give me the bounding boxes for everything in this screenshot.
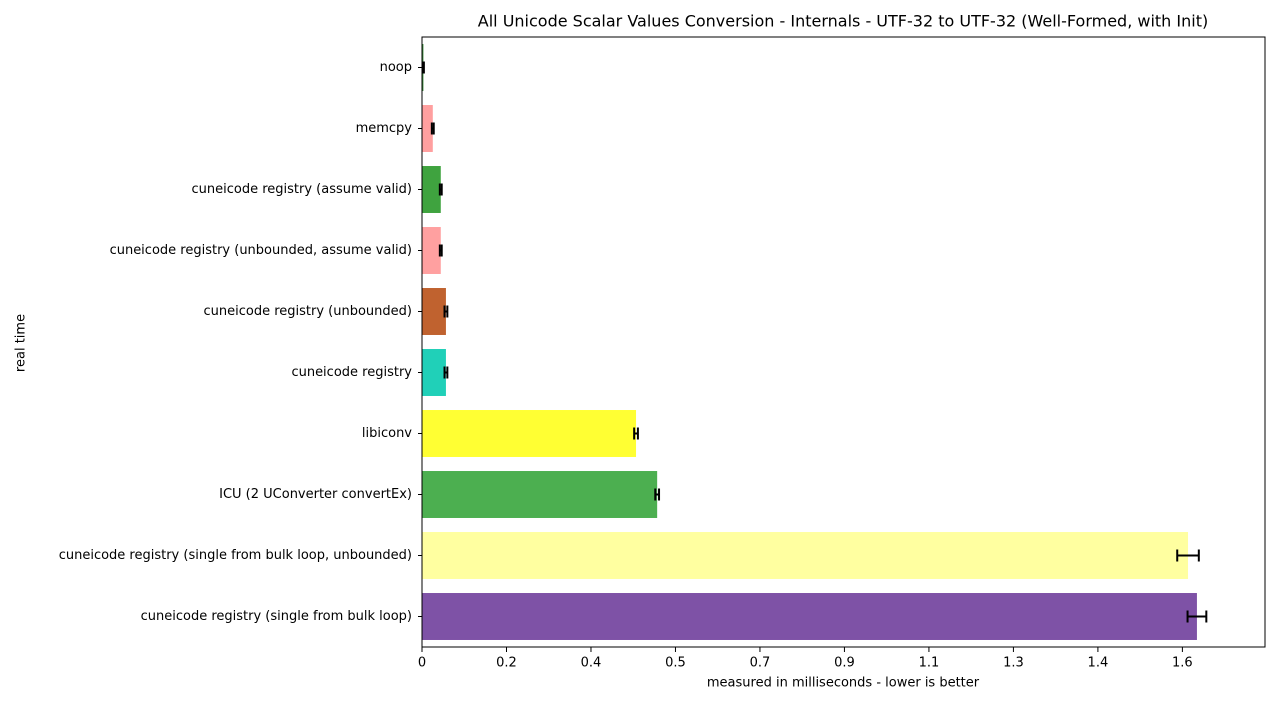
x-tick-label: 0.9 xyxy=(834,656,855,671)
y-tick-label: cuneicode registry (single from bulk loo… xyxy=(141,609,412,624)
y-axis-label: real time xyxy=(14,314,29,372)
bar xyxy=(422,410,637,457)
x-tick-label: 0.2 xyxy=(496,656,517,671)
y-tick-label: cuneicode registry xyxy=(291,365,412,380)
y-tick-label: noop xyxy=(380,60,412,75)
bar xyxy=(422,593,1197,640)
x-tick-label: 0.7 xyxy=(750,656,771,671)
bar xyxy=(422,105,433,152)
bar xyxy=(422,532,1189,579)
x-tick-label: 0 xyxy=(418,656,426,671)
y-tick-label: cuneicode registry (assume valid) xyxy=(191,182,412,197)
y-tick-label: ICU (2 UConverter convertEx) xyxy=(219,487,412,502)
x-tick-label: 1.4 xyxy=(1088,656,1109,671)
x-axis-label: measured in milliseconds - lower is bett… xyxy=(707,676,980,691)
x-tick-label: 0.5 xyxy=(665,656,686,671)
bar xyxy=(422,349,446,396)
bar xyxy=(422,288,446,335)
y-tick-label: memcpy xyxy=(356,121,413,136)
y-tick-label: cuneicode registry (single from bulk loo… xyxy=(59,548,412,563)
y-tick-label: cuneicode registry (unbounded, assume va… xyxy=(110,243,412,258)
x-tick-label: 1.1 xyxy=(919,656,940,671)
y-tick-label: libiconv xyxy=(362,426,412,441)
y-tick-label: cuneicode registry (unbounded) xyxy=(204,304,413,319)
bar xyxy=(422,227,441,274)
x-tick-label: 1.3 xyxy=(1003,656,1024,671)
bar xyxy=(422,471,658,518)
x-tick-label: 1.6 xyxy=(1172,656,1193,671)
x-tick-label: 0.4 xyxy=(581,656,602,671)
chart-title: All Unicode Scalar Values Conversion - I… xyxy=(478,12,1208,31)
bar xyxy=(422,166,441,213)
plot-frame xyxy=(421,36,1266,648)
